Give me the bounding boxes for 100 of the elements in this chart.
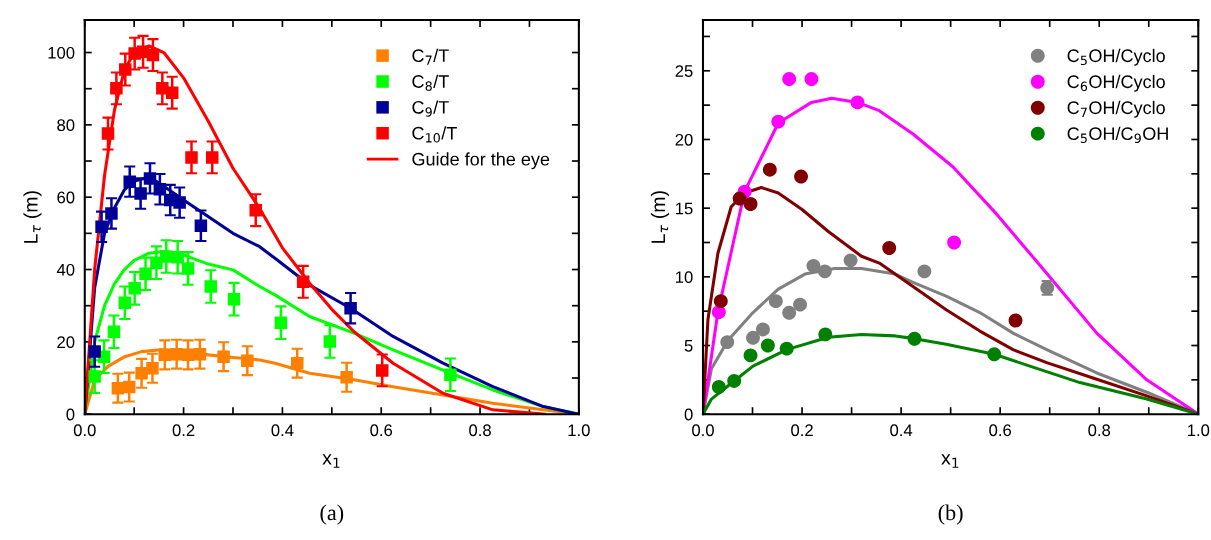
point [444,368,457,382]
point [107,325,121,338]
point [227,292,241,306]
y-tick-label: 0 [684,408,693,421]
point [241,354,254,367]
point [344,301,357,315]
point [720,335,735,350]
point [290,356,304,370]
x-tick-label: 0.8 [1088,424,1111,437]
legend-label: C$_{7}$OH/Cyclo [1067,100,1165,118]
point [843,253,858,268]
point [193,347,207,361]
point [762,162,777,177]
point [746,330,760,345]
legend-label: Guide for the eye [412,152,550,170]
point [135,367,148,380]
point [95,220,108,234]
point [743,348,758,363]
point [771,114,786,129]
point [296,275,310,289]
point [110,82,123,95]
point [170,347,183,361]
point [340,371,353,384]
point [817,264,832,279]
point [146,48,160,62]
point [118,296,132,310]
point [165,86,179,99]
x-tick-label: 0.0 [73,424,96,437]
x-tick-label: 0.4 [271,424,294,437]
point [153,182,167,196]
point [1008,313,1023,328]
x-tick-label: 1.0 [1187,424,1210,437]
y-tick-label: 0 [66,408,75,421]
point [173,196,186,209]
point [804,72,819,86]
y-axis-title: L$_{τ}$ (m) [650,191,670,243]
x-tick-label: 0.6 [989,424,1012,437]
point [793,297,808,312]
x-axis-title: x$_{1}$ [941,454,959,468]
point [143,172,157,185]
legend-label: C$_{5}$OH/C$_{9}$OH [1067,126,1168,143]
x-tick-label: 0.0 [692,424,714,437]
point [88,345,101,358]
point [181,262,195,275]
point [101,127,115,140]
point [217,350,230,363]
y-tick-label: 10 [676,271,693,284]
y-tick-label: 100 [48,46,75,59]
point [760,338,775,353]
legend-label: C$_{10}$/T [412,126,457,143]
y-tick-label: 20 [675,133,693,146]
point [850,95,865,110]
legend-label: C$_{7}$/T [412,48,449,65]
point [146,362,159,375]
point [171,250,184,264]
y-tick-label: 5 [684,340,693,352]
y-tick-label: 15 [676,202,693,215]
point [88,370,101,383]
point [794,169,808,184]
x-tick-label: 0.2 [791,424,813,437]
text: (a) [320,504,344,525]
point [732,191,747,206]
point [907,331,922,346]
x-tick-label: 1.0 [568,424,590,437]
point [779,341,794,356]
point [204,280,218,293]
point [727,374,742,388]
point [782,305,797,320]
legend-label: C$_{8}$/T [412,74,449,91]
y-tick-label: 25 [675,65,693,77]
y-tick-label: 20 [57,336,75,349]
point [987,347,1002,362]
point [743,197,758,211]
point [782,72,797,86]
point [323,335,337,348]
point [105,207,118,220]
point [917,264,932,279]
point [947,235,962,250]
y-axis-title: L$_{τ}$ (m) [23,191,42,243]
y-tick-label: 40 [56,263,75,276]
x-tick-label: 0.8 [469,424,491,437]
point [713,294,728,309]
legend-label: C$_{5}$OH/Cyclo [1067,48,1165,66]
point [806,258,821,273]
point [768,294,783,309]
x-tick-label: 0.2 [172,424,195,437]
text: (b) [938,504,963,525]
legend-label: C$_{9}$/T [412,100,449,117]
point [375,364,389,377]
x-tick-label: 0.4 [890,424,913,437]
point [119,63,132,76]
point [755,322,770,337]
point [122,380,136,394]
point [123,175,136,188]
x-axis-title: x$_{1}$ [322,454,340,468]
point [711,380,726,394]
point [181,348,195,362]
point [818,327,833,342]
point [249,203,262,217]
y-tick-label: 60 [57,191,75,204]
